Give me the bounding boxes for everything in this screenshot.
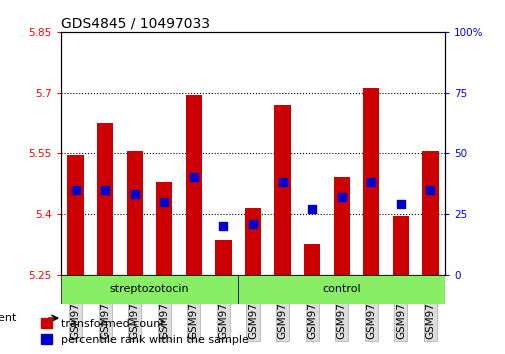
Bar <box>126 151 142 274</box>
Point <box>337 194 345 200</box>
Bar <box>61 274 238 304</box>
Bar <box>238 274 444 304</box>
Bar <box>67 155 83 274</box>
Bar <box>185 95 201 274</box>
Bar <box>215 240 231 274</box>
Bar <box>304 244 320 274</box>
Point <box>248 221 257 227</box>
Point <box>130 192 138 197</box>
Bar <box>333 177 349 274</box>
Point <box>367 179 375 185</box>
Bar <box>156 182 172 274</box>
Text: GDS4845 / 10497033: GDS4845 / 10497033 <box>61 17 209 31</box>
Bar <box>422 151 438 274</box>
Point <box>396 201 404 207</box>
Bar <box>392 216 408 274</box>
Text: control: control <box>322 284 361 294</box>
Point <box>160 199 168 205</box>
Bar <box>97 123 113 274</box>
Bar <box>274 105 290 274</box>
Point <box>189 175 197 180</box>
Point <box>278 179 286 185</box>
Legend: transformed count, percentile rank within the sample: transformed count, percentile rank withi… <box>41 319 248 345</box>
Point <box>426 187 434 193</box>
Text: agent: agent <box>0 313 16 323</box>
Point <box>101 187 109 193</box>
Bar <box>363 88 379 274</box>
Point <box>219 223 227 229</box>
Bar <box>244 208 261 274</box>
Point <box>308 206 316 212</box>
Text: streptozotocin: streptozotocin <box>110 284 189 294</box>
Point <box>71 187 79 193</box>
